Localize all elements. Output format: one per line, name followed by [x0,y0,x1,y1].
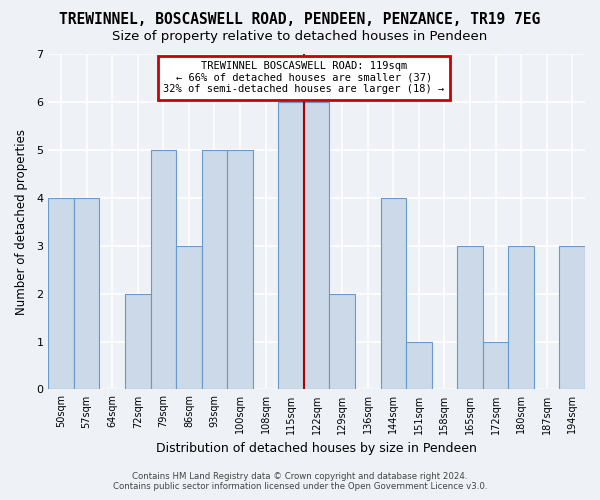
Bar [125,294,151,390]
Text: TREWINNEL, BOSCASWELL ROAD, PENDEEN, PENZANCE, TR19 7EG: TREWINNEL, BOSCASWELL ROAD, PENDEEN, PEN… [59,12,541,28]
Bar [151,150,176,390]
Bar [176,246,202,390]
Bar [74,198,100,390]
Text: TREWINNEL BOSCASWELL ROAD: 119sqm
← 66% of detached houses are smaller (37)
32% : TREWINNEL BOSCASWELL ROAD: 119sqm ← 66% … [163,61,445,94]
Bar [49,198,74,390]
Bar [380,198,406,390]
Bar [457,246,483,390]
Bar [329,294,355,390]
Bar [227,150,253,390]
X-axis label: Distribution of detached houses by size in Pendeen: Distribution of detached houses by size … [156,442,477,455]
Y-axis label: Number of detached properties: Number of detached properties [15,128,28,314]
Bar [202,150,227,390]
Bar [508,246,534,390]
Text: Size of property relative to detached houses in Pendeen: Size of property relative to detached ho… [112,30,488,43]
Text: Contains HM Land Registry data © Crown copyright and database right 2024.
Contai: Contains HM Land Registry data © Crown c… [113,472,487,491]
Bar [406,342,431,390]
Bar [304,102,329,390]
Bar [278,102,304,390]
Bar [559,246,585,390]
Bar [483,342,508,390]
